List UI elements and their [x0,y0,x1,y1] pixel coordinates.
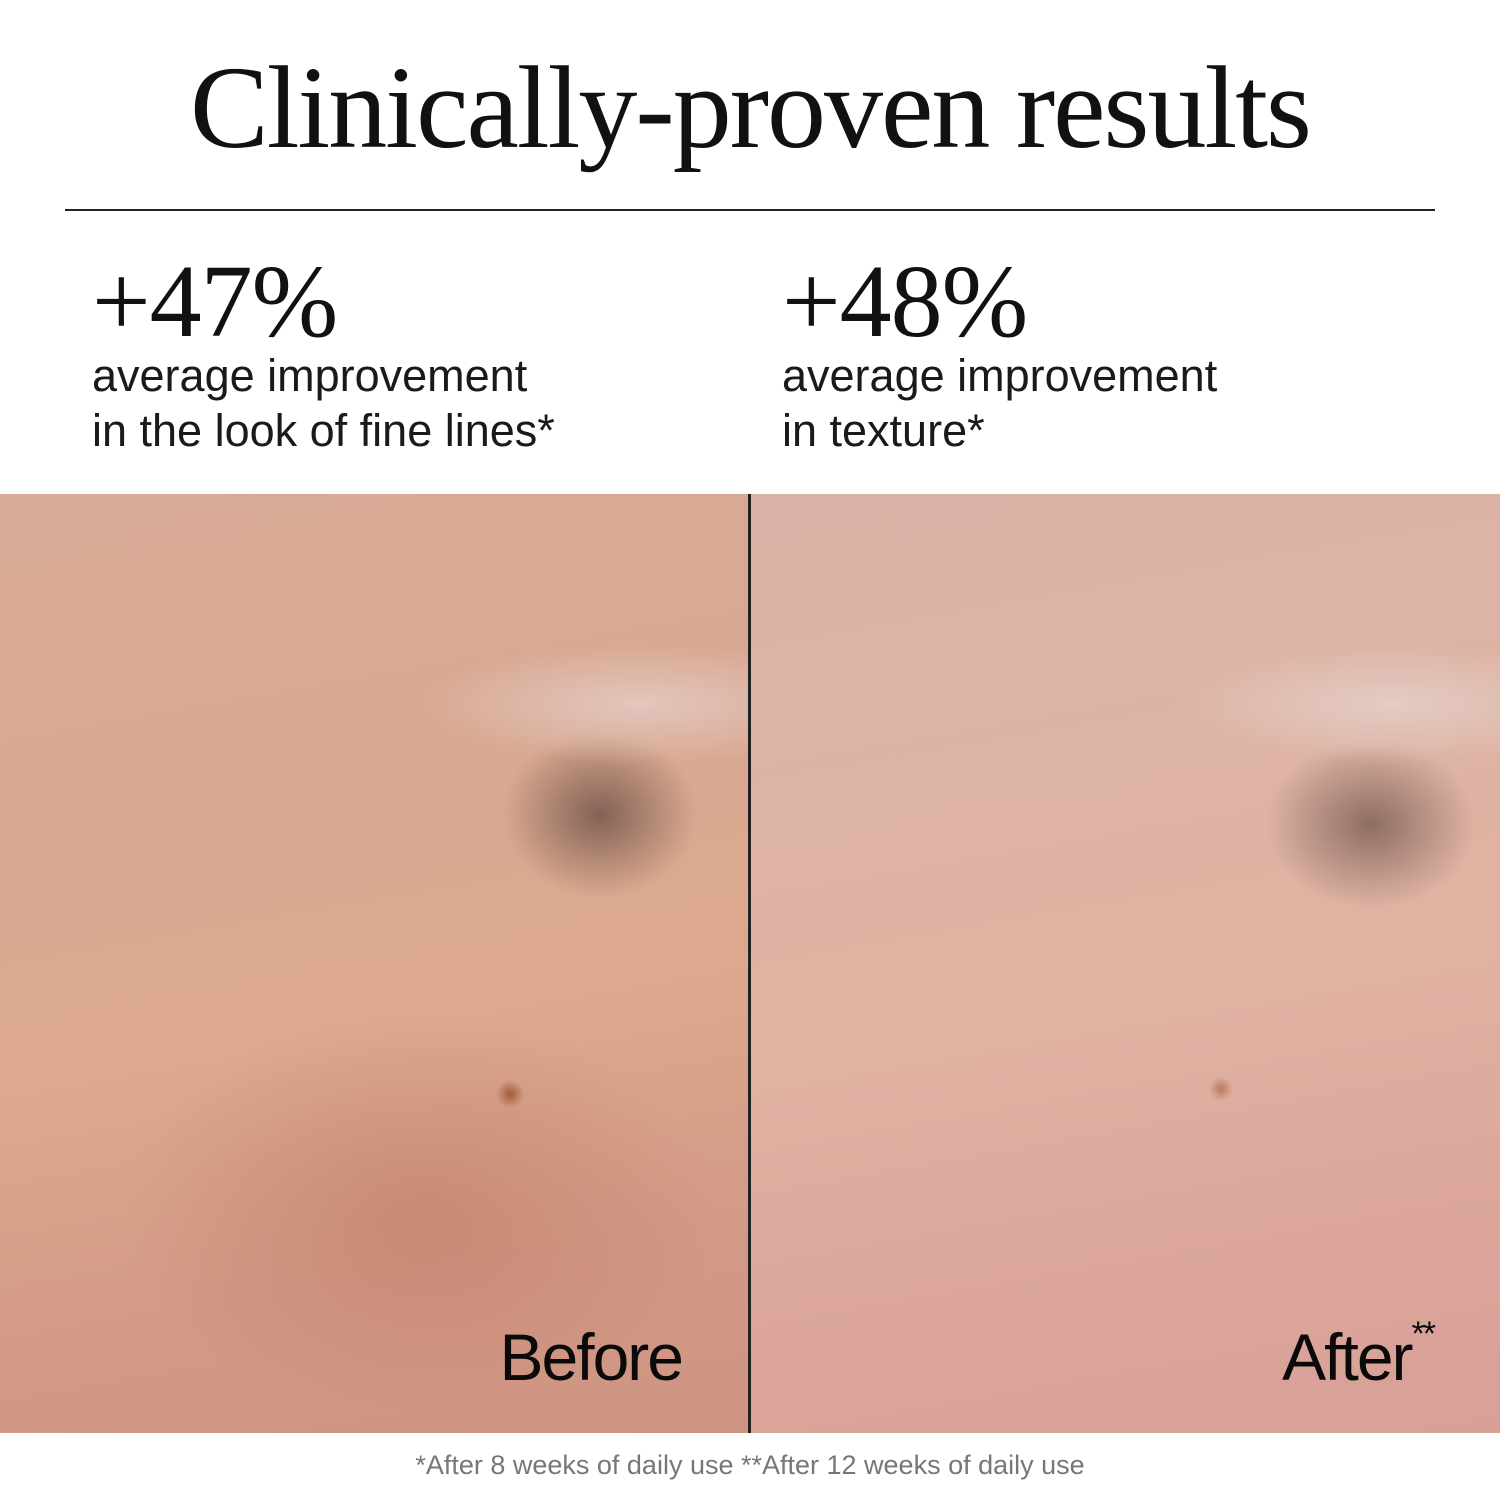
stat-fine-lines: +47% average improvement in the look of … [92,250,555,458]
photo-divider [748,494,751,1433]
stat-description: average improvement in texture* [782,348,1217,458]
divider-rule [65,209,1435,211]
stat-desc-line: average improvement [92,350,528,401]
after-label: After [1282,1320,1413,1394]
after-photo: After** [751,494,1500,1433]
stat-desc-line: in the look of fine lines* [92,405,555,456]
stat-desc-line: in texture* [782,405,985,456]
before-photo: Before [0,494,748,1433]
headline: Clinically-proven results [190,42,1312,173]
stat-desc-line: average improvement [782,350,1218,401]
stat-description: average improvement in the look of fine … [92,348,555,458]
after-label-wrap: After** [1282,1315,1436,1395]
footnote: *After 8 weeks of daily use **After 12 w… [415,1450,1085,1480]
before-label: Before [499,1320,684,1394]
after-footnote-marker: ** [1411,1315,1437,1353]
stat-value: +47% [92,244,338,359]
stat-value: +48% [782,244,1028,359]
stat-texture: +48% average improvement in texture* [782,250,1217,458]
